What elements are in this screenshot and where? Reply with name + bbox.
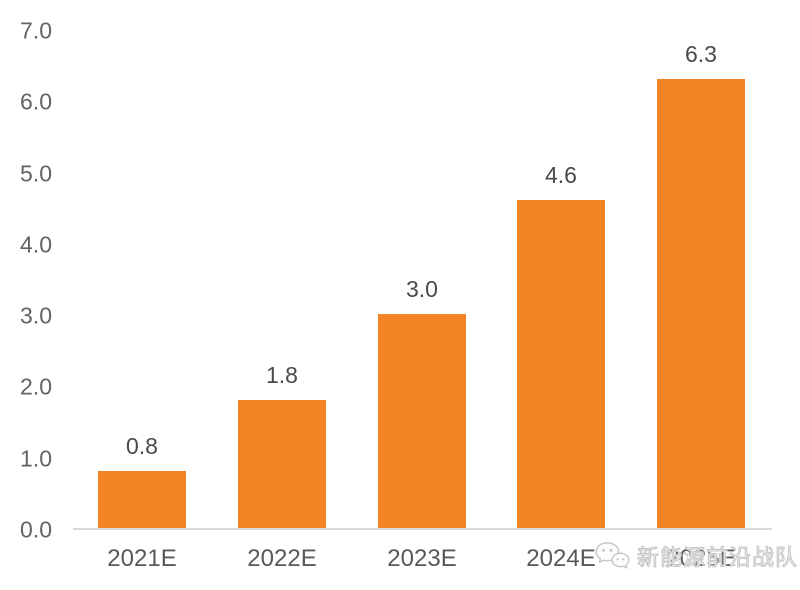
bar-value-label: 0.8 [126,433,158,459]
x-axis-line [73,528,772,530]
bar-value-label: 1.8 [266,362,298,388]
watermark-text: 新能源前沿战队 [636,545,799,571]
y-axis-tick-label: 5.0 [20,160,52,187]
y-axis-tick-label: 7.0 [20,17,52,44]
x-axis-label: 2024E [526,545,596,572]
bar-2022E [238,400,326,528]
y-axis-tick-label: 2.0 [20,373,52,400]
y-axis-tick-label: 4.0 [20,231,52,258]
x-axis-label: 2023E [387,545,457,572]
wechat-icon [595,542,630,569]
y-axis-tick-label: 3.0 [20,302,52,329]
bar-2025E [657,79,745,528]
y-axis-tick-label: 1.0 [20,445,52,472]
y-axis-tick-label: 0.0 [20,516,52,543]
watermark: 新能源前沿战队 [594,540,798,572]
x-axis-label: 2021E [107,545,177,572]
bar-value-label: 6.3 [685,41,717,67]
bar-2024E [517,200,605,528]
y-axis-tick-label: 6.0 [20,88,52,115]
bar-value-label: 3.0 [406,276,438,302]
bar-2023E [378,314,466,528]
bar-value-label: 4.6 [545,162,577,188]
x-axis-label: 2022E [247,545,317,572]
bar-2021E [98,471,186,528]
x-axis-label: 2025E [666,545,736,572]
